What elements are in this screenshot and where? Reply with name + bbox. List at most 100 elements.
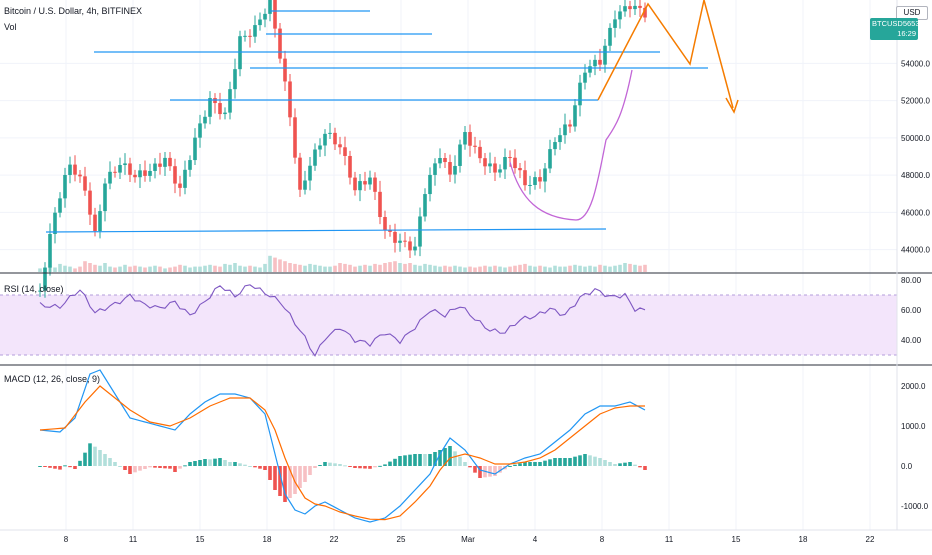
candle-body: [383, 217, 387, 231]
volume-bar: [438, 266, 442, 272]
indicator-backgrounds: [0, 294, 897, 356]
volume-bar: [178, 264, 182, 272]
volume-bar: [368, 265, 372, 272]
volume-bar: [418, 265, 422, 272]
candle-body: [138, 170, 142, 178]
cup-pattern-curve[interactable]: [509, 69, 633, 221]
volume-bar: [643, 264, 647, 272]
macd-histogram-bar: [598, 458, 602, 466]
macd-histogram-bar: [508, 466, 512, 467]
macd-pane: [38, 369, 647, 523]
rsi-line: [39, 284, 646, 357]
rsi-axis-tick: 80.00: [901, 276, 922, 285]
rsi-axis-tick: 40.00: [901, 336, 922, 345]
candle-body: [308, 165, 312, 181]
macd-histogram-bar: [313, 466, 317, 468]
macd-histogram-bar: [443, 448, 447, 466]
candle-body: [593, 59, 597, 67]
candle-body: [523, 170, 527, 186]
volume-bar: [163, 268, 167, 272]
macd-histogram-bar: [58, 466, 62, 470]
candle-body: [433, 163, 437, 175]
volume-bar: [338, 263, 342, 272]
macd-histogram-bar: [558, 458, 562, 466]
macd-histogram-bar: [223, 460, 227, 466]
candle-body: [563, 124, 567, 136]
time-axis-tick: 8: [64, 535, 69, 544]
symbol-title[interactable]: Bitcoin / U.S. Dollar, 4h, BITFINEX: [4, 6, 143, 16]
candle-body: [573, 105, 577, 127]
macd-axis-tick: -1000.0: [901, 502, 929, 511]
macd-axis-tick: 2000.0: [901, 382, 926, 391]
macd-histogram-bar: [258, 466, 262, 469]
macd-histogram-bar: [463, 462, 467, 466]
candle-body: [163, 157, 167, 167]
macd-histogram-bar: [638, 466, 642, 468]
macd-histogram-bar: [243, 464, 247, 466]
countdown-label: 16:29: [897, 29, 916, 38]
volume-bar: [618, 264, 622, 272]
volume-bar: [278, 259, 282, 272]
candle-body: [243, 35, 247, 37]
candle-body: [603, 45, 607, 65]
macd-histogram-bar: [88, 443, 92, 466]
macd-histogram-bar: [83, 452, 87, 466]
candle-body: [88, 190, 92, 215]
candle-body: [408, 241, 412, 251]
candle-body: [548, 149, 552, 169]
candlesticks: [38, 0, 647, 298]
macd-title[interactable]: MACD (12, 26, close, 9): [4, 374, 101, 384]
volume-bar: [328, 266, 332, 272]
macd-histogram-bar: [388, 461, 392, 466]
macd-histogram-bar: [173, 466, 177, 472]
macd-histogram-bar: [538, 462, 542, 466]
macd-histogram-bar: [568, 458, 572, 466]
projection-path[interactable]: [597, 0, 734, 109]
macd-histogram-bar: [353, 466, 357, 468]
volume-bar: [113, 267, 117, 272]
candle-body: [598, 59, 602, 65]
price-axis-tick: 46000.0: [901, 208, 930, 217]
candle-body: [143, 170, 147, 176]
horizontal-trendline[interactable]: [45, 228, 607, 233]
drawing-tools[interactable]: [45, 0, 739, 233]
volume-bar: [588, 265, 592, 272]
rsi-title[interactable]: RSI (14, close): [4, 284, 64, 294]
candle-body: [338, 144, 342, 148]
macd-histogram-bar: [563, 458, 567, 466]
price-axis-tick: 52000.0: [901, 97, 930, 106]
candle-body: [178, 183, 182, 188]
macd-histogram-bar: [318, 465, 322, 466]
macd-histogram-bar: [193, 461, 197, 466]
macd-histogram-bar: [413, 454, 417, 466]
macd-histogram-bar: [518, 463, 522, 466]
candle-body: [393, 231, 397, 243]
macd-histogram-bar: [93, 446, 97, 466]
macd-histogram-bar: [323, 462, 327, 466]
time-axis-tick: 22: [866, 535, 875, 544]
candle-body: [298, 157, 302, 190]
candle-body: [613, 19, 617, 28]
candle-body: [73, 164, 77, 175]
macd-histogram-bar: [408, 454, 412, 466]
candle-body: [638, 5, 642, 8]
projection-arrowhead[interactable]: [725, 97, 739, 114]
macd-histogram-bar: [618, 463, 622, 466]
macd-histogram-bar: [363, 466, 367, 469]
macd-histogram-bar: [218, 458, 222, 466]
macd-histogram-bar: [183, 465, 187, 467]
volume-label[interactable]: Vol: [4, 22, 17, 32]
macd-histogram-bar: [263, 466, 267, 470]
volume-bar: [213, 265, 217, 272]
candle-body: [38, 290, 42, 292]
volume-bar: [563, 266, 567, 272]
volume-bar: [528, 265, 532, 272]
volume-bar: [373, 263, 377, 272]
volume-bar: [603, 265, 607, 272]
candle-body: [218, 103, 222, 115]
candle-body: [63, 174, 67, 199]
volume-bar: [268, 255, 272, 272]
candle-body: [238, 36, 242, 70]
